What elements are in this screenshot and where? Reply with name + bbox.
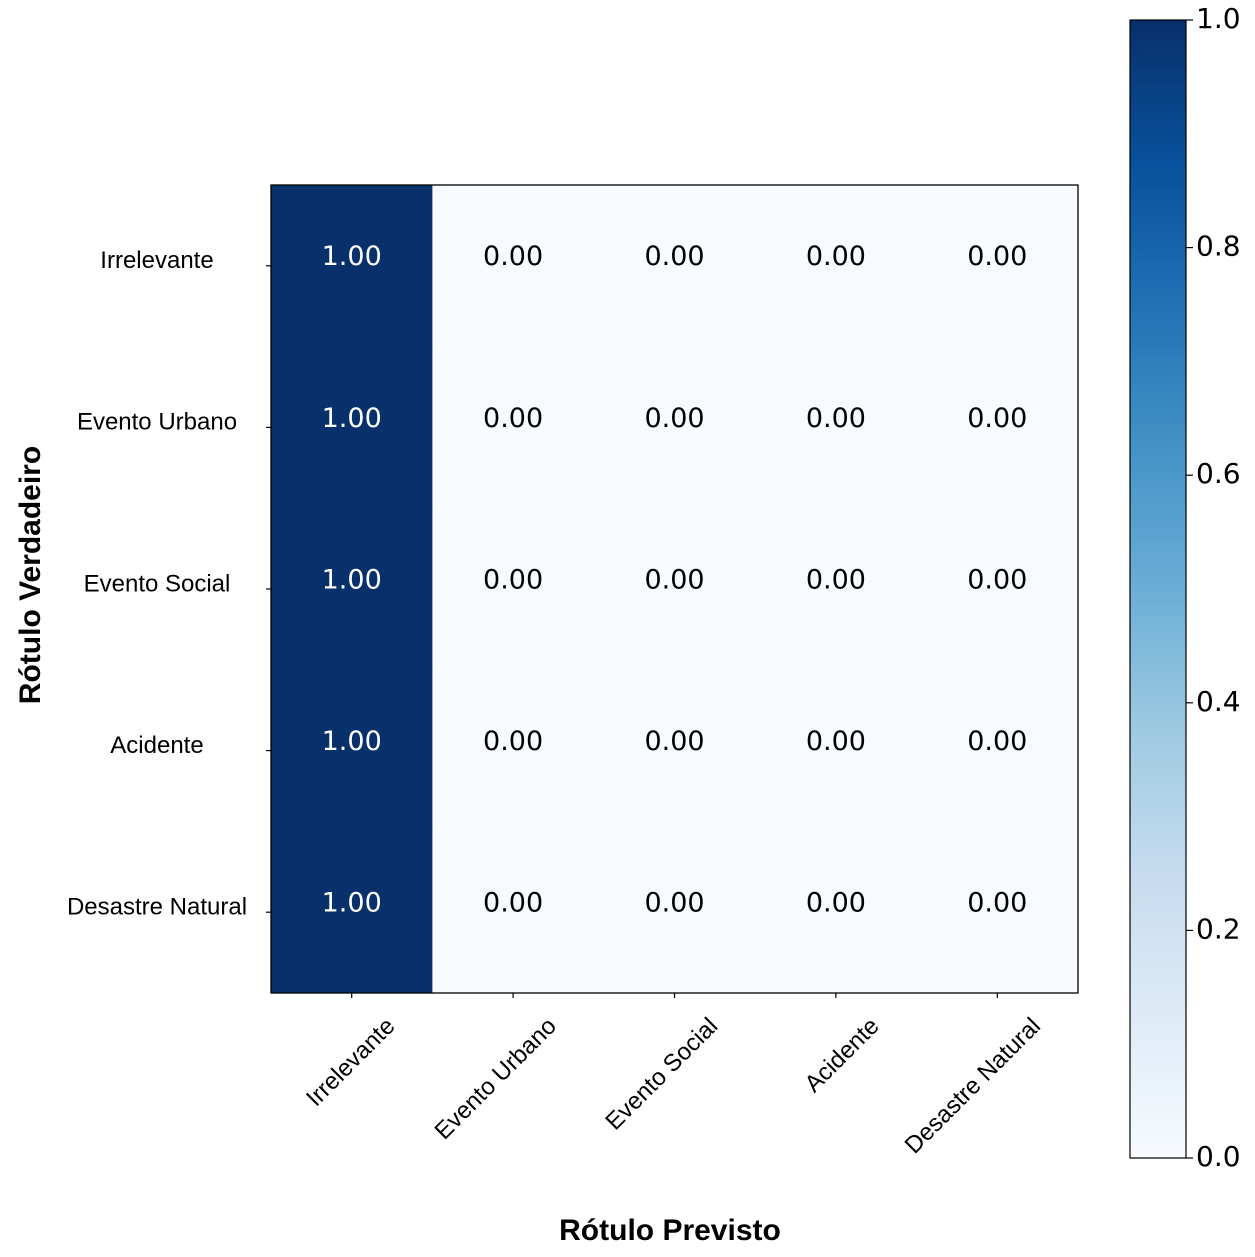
heatmap-cell: [755, 346, 918, 509]
heatmap-cell: [916, 831, 1079, 994]
cell-value-label: 0.00: [806, 564, 866, 595]
y-axis-ticks: Irrelevante Evento Urbano Evento Social Aci…: [67, 247, 271, 921]
heatmap-cell: [916, 669, 1079, 832]
colorbar-gradient: [1129, 19, 1187, 1159]
cell-value-label: 0.00: [967, 888, 1027, 919]
heatmap-cell: [755, 831, 918, 994]
cell-value-label: 0.00: [806, 888, 866, 919]
colorbar-ticks: 0.0 0.2 0.4 0.6 0.8 1.0: [1186, 2, 1241, 1173]
heatmap-cell: [432, 508, 595, 671]
heatmap-cell: [755, 508, 918, 671]
cell-value-label: 0.00: [644, 726, 704, 757]
cell-value-label: 0.00: [967, 241, 1027, 272]
cell-value-label: 0.00: [644, 888, 704, 919]
cell-value-label: 1.00: [322, 564, 382, 595]
y-tick-label: Evento Social: [84, 570, 231, 597]
heatmap-cell: [593, 831, 756, 994]
heatmap-cells: [271, 185, 1079, 994]
colorbar-tick-label: 0.6: [1196, 457, 1241, 490]
heatmap-cell: [593, 669, 756, 832]
y-axis-label: Rótulo Verdadeiro: [14, 446, 47, 704]
heatmap-cell: [593, 346, 756, 509]
cell-value-label: 0.00: [967, 726, 1027, 757]
cell-value-label: 0.00: [967, 403, 1027, 434]
colorbar-tick-label: 0.2: [1196, 912, 1241, 945]
x-tick-label: Irrelevante: [301, 1013, 400, 1112]
cell-value-label: 0.00: [483, 726, 543, 757]
heatmap-cell: [271, 346, 433, 509]
x-tick-label: Evento Social: [600, 1013, 723, 1136]
cell-value-label: 0.00: [644, 564, 704, 595]
cell-value-label: 0.00: [483, 564, 543, 595]
heatmap-cell: [432, 346, 595, 509]
cell-value-label: 0.00: [967, 564, 1027, 595]
heatmap-cell: [916, 185, 1079, 348]
y-tick-label: Irrelevante: [100, 247, 213, 274]
heatmap-cell: [271, 508, 433, 671]
colorbar-tick-label: 0.0: [1196, 1140, 1241, 1173]
y-tick-label: Acidente: [110, 732, 203, 759]
x-tick-label: Evento Urbano: [430, 1013, 562, 1145]
y-tick-label: Evento Urbano: [77, 409, 237, 436]
heatmap-cell: [271, 185, 433, 348]
x-axis-ticks: Irrelevante Evento Urbano Evento Social Aci…: [301, 993, 1046, 1159]
y-tick-label: Desastre Natural: [67, 894, 247, 921]
heatmap-cell: [593, 508, 756, 671]
heatmap-cell: [593, 185, 756, 348]
x-axis-label: Rótulo Previsto: [559, 1214, 781, 1247]
heatmap-cell: [432, 831, 595, 994]
cell-value-label: 0.00: [483, 403, 543, 434]
colorbar: 0.0 0.2 0.4 0.6 0.8 1.0: [1129, 2, 1241, 1173]
cell-value-label: 0.00: [806, 726, 866, 757]
heatmap-cell: [755, 185, 918, 348]
heatmap-cell: [916, 346, 1079, 509]
heatmap-cell: [432, 669, 595, 832]
heatmap-cell: [755, 669, 918, 832]
colorbar-tick-label: 0.8: [1196, 230, 1241, 263]
cell-value-label: 0.00: [806, 241, 866, 272]
cell-value-label: 1.00: [322, 726, 382, 757]
cell-value-label: 0.00: [806, 403, 866, 434]
x-tick-label: Desastre Natural: [900, 1013, 1046, 1159]
cell-value-label: 1.00: [322, 888, 382, 919]
heatmap-cell: [916, 508, 1079, 671]
cell-value-label: 0.00: [644, 403, 704, 434]
cell-value-label: 0.00: [483, 888, 543, 919]
heatmap-cell: [271, 669, 433, 832]
heatmap-cell: [432, 185, 595, 348]
x-tick-label: Acidente: [799, 1013, 884, 1098]
colorbar-tick-label: 1.0: [1196, 2, 1241, 35]
colorbar-tick-label: 0.4: [1196, 685, 1241, 718]
heatmap-cell: [271, 831, 433, 994]
cell-value-label: 0.00: [644, 241, 704, 272]
heatmap-cell-labels: 1.00 0.00 0.00 0.00 0.00 1.00 0.00 0.00 0.00 0.00…: [322, 241, 1028, 918]
cell-value-label: 1.00: [322, 403, 382, 434]
cell-value-label: 1.00: [322, 241, 382, 272]
cell-value-label: 0.00: [483, 241, 543, 272]
